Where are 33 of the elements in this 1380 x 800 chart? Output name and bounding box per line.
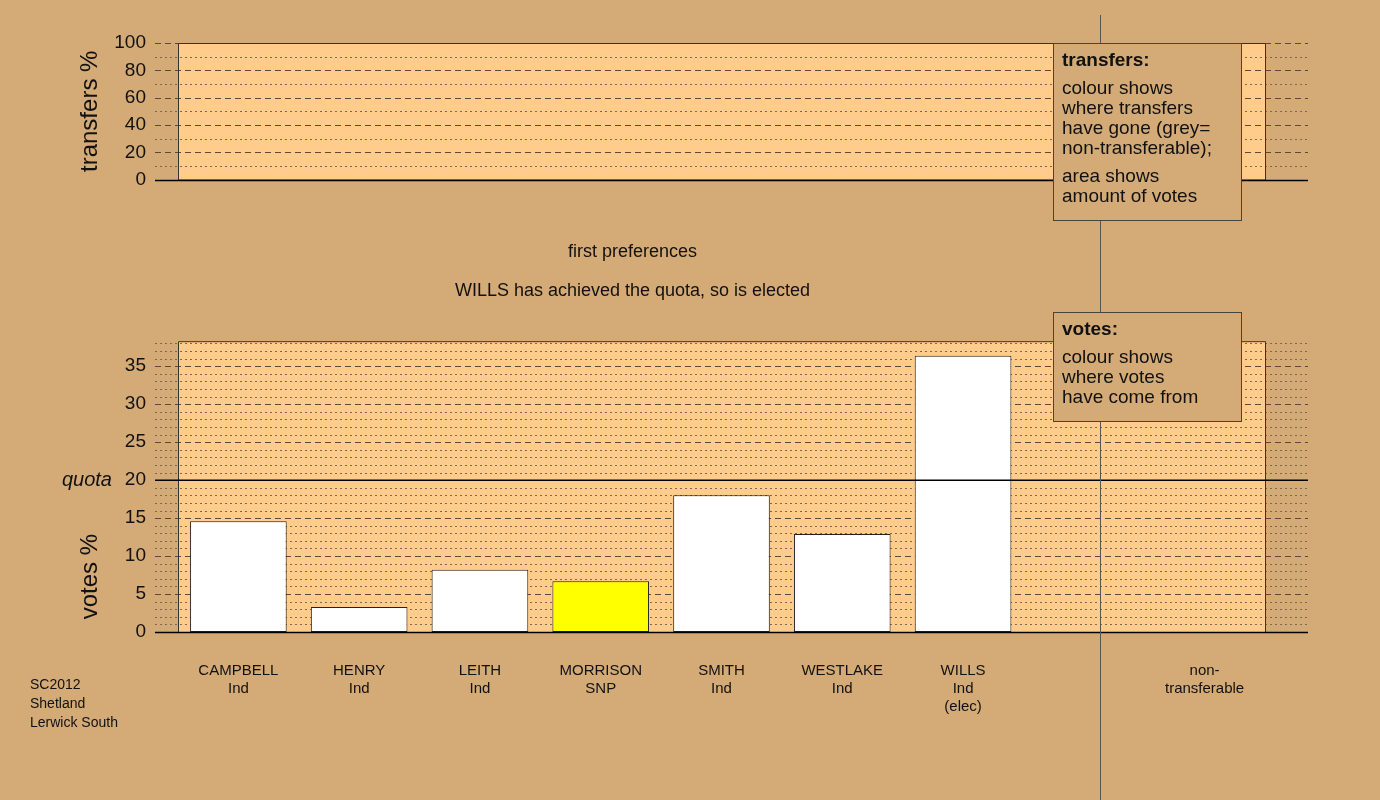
y-tick-label: 40 — [124, 113, 146, 135]
annotation: transfers: — [1062, 49, 1151, 70]
y-tick-label: 30 — [124, 392, 146, 414]
annotation: colour shows where transfers have gone (grey= non-transferable); — [1062, 77, 1213, 158]
x-tick-label: SMITH Ind — [698, 661, 745, 697]
chart-title: first preferences — [567, 240, 698, 261]
ref-line-label: quota — [61, 467, 112, 490]
annotation: colour shows where votes have come from — [1062, 346, 1200, 407]
annotation: area shows amount of votes — [1062, 165, 1199, 206]
y-tick-label: 0 — [135, 167, 146, 189]
y-tick-label: 10 — [124, 544, 146, 566]
y-tick-label: 100 — [114, 31, 146, 53]
text: SC2012 Shetland Lerwick South — [30, 675, 118, 732]
x-tick-label: non-transferable — [1165, 661, 1245, 697]
y-tick-label: 80 — [124, 58, 146, 80]
y-axis-title: votes % — [74, 533, 102, 620]
x-tick-label: CAMPBELL Ind — [198, 661, 279, 697]
x-tick-label: WILLS Ind (elec) — [940, 661, 986, 715]
y-tick-label: 20 — [124, 468, 146, 490]
y-tick-label: 25 — [124, 430, 146, 452]
x-tick-label: MORRISON SNP — [559, 661, 642, 697]
y-tick-label: 0 — [135, 620, 146, 642]
x-tick-label: LEITH Ind — [458, 661, 502, 697]
y-tick-label: 15 — [124, 506, 146, 528]
y-tick-label: 20 — [124, 140, 146, 162]
y-tick-label: 35 — [124, 354, 146, 376]
y-tick-label: 5 — [135, 582, 146, 604]
x-tick-label: HENRY Ind — [333, 661, 386, 697]
y-axis-title: transfers % — [74, 50, 102, 172]
text: votes: — [1062, 318, 1119, 339]
y-tick-label: 60 — [124, 85, 146, 107]
chart-subtitle: WILLS has achieved the quota, so is elected — [454, 280, 811, 301]
x-tick-label: WESTLAKE Ind — [801, 661, 884, 697]
